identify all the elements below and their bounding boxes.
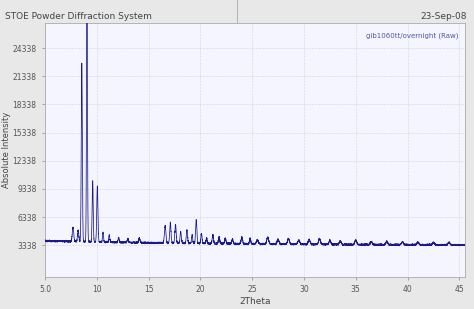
Y-axis label: Absolute Intensity: Absolute Intensity bbox=[2, 112, 11, 188]
Text: STOE Powder Diffraction System: STOE Powder Diffraction System bbox=[5, 12, 152, 21]
Text: gib1060tt/overnight (Raw): gib1060tt/overnight (Raw) bbox=[366, 32, 458, 39]
X-axis label: 2Theta: 2Theta bbox=[239, 297, 271, 306]
Text: 23-Sep-08: 23-Sep-08 bbox=[420, 12, 467, 21]
